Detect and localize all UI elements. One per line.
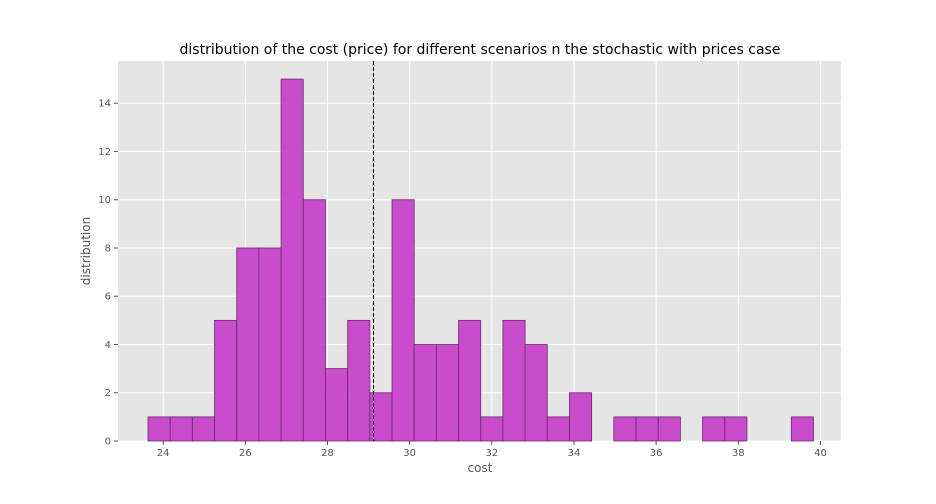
- chart-title: distribution of the cost (price) for dif…: [180, 42, 781, 58]
- histogram-bar: [347, 319, 371, 442]
- histogram-bar: [657, 416, 681, 442]
- x-tick-label: 26: [239, 448, 252, 459]
- x-axis-label: cost: [468, 461, 493, 475]
- y-tick-label: 12: [98, 147, 111, 158]
- x-tick-label: 32: [485, 448, 498, 459]
- y-tick-label: 0: [105, 437, 111, 448]
- x-tick-label: 38: [732, 448, 745, 459]
- x-tick-label: 34: [568, 448, 581, 459]
- histogram-bar: [191, 416, 215, 442]
- histogram-bar: [214, 319, 238, 442]
- histogram-bar: [502, 319, 526, 442]
- histogram-bar: [280, 78, 304, 442]
- histogram-bar: [147, 416, 171, 442]
- x-tick-label: 30: [403, 448, 416, 459]
- x-tick-label: 24: [157, 448, 170, 459]
- y-tick-label: 4: [105, 340, 111, 351]
- histogram-bar: [435, 344, 459, 442]
- histogram-bar: [613, 416, 637, 442]
- x-axis-ticks: 24 26 28 30 32 34 36 38 40: [157, 441, 827, 459]
- y-axis-label: distribution: [79, 217, 93, 285]
- histogram-bar: [413, 344, 437, 442]
- histogram-bar: [790, 416, 814, 442]
- histogram-bar: [325, 368, 349, 442]
- y-tick-label: 2: [105, 388, 111, 399]
- y-tick-label: 10: [98, 195, 111, 206]
- histogram-bar: [169, 416, 193, 442]
- histogram-bar: [635, 416, 659, 442]
- x-tick-label: 28: [321, 448, 334, 459]
- x-tick-label: 36: [650, 448, 663, 459]
- histogram-bar: [458, 319, 482, 442]
- y-tick-label: 6: [105, 292, 111, 303]
- histogram-bar: [391, 199, 415, 442]
- histogram-bar: [302, 199, 326, 442]
- y-axis-ticks: 0 2 4 6 8 10 12 14: [98, 99, 118, 448]
- histogram-bar: [524, 344, 548, 442]
- histogram-bar: [258, 247, 282, 442]
- histogram-bar: [236, 247, 260, 442]
- histogram-bar: [702, 416, 726, 442]
- histogram-bar: [569, 392, 593, 442]
- y-tick-label: 8: [105, 243, 111, 254]
- y-tick-label: 14: [98, 99, 111, 110]
- x-tick-label: 40: [814, 448, 827, 459]
- histogram-bar: [480, 416, 504, 442]
- histogram-bar: [546, 416, 570, 442]
- histogram-bar: [724, 416, 748, 442]
- bars: [147, 78, 814, 442]
